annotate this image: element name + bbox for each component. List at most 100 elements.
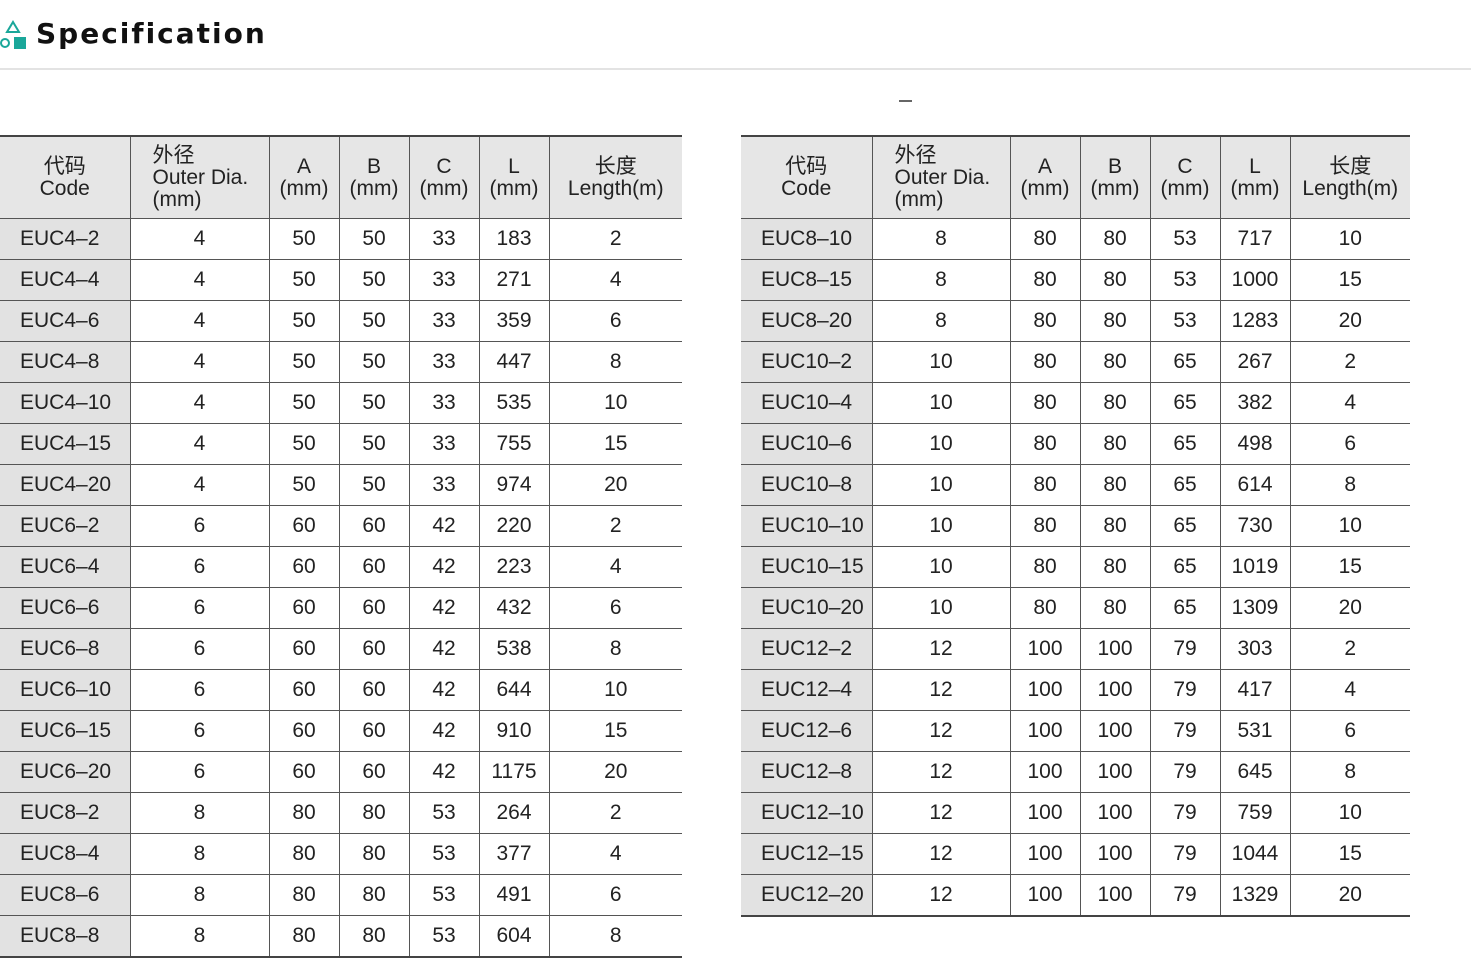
cell-b: 80	[1079, 341, 1151, 383]
cell-length: 4	[548, 833, 682, 875]
cell-b: 60	[338, 710, 410, 752]
cell-length: 6	[548, 587, 682, 629]
cell-c: 33	[408, 259, 480, 301]
cell-a: 100	[1009, 710, 1081, 752]
cell-a: 50	[268, 423, 340, 465]
cell-l: 359	[478, 300, 550, 342]
cell-length: 10	[548, 669, 682, 711]
cell-c: 53	[408, 833, 480, 875]
cell-outer-dia: 6	[129, 751, 270, 793]
column-header-b: B (mm)	[1079, 135, 1151, 219]
header-unit: (mm)	[1160, 176, 1210, 200]
cell-outer-dia: 4	[129, 423, 270, 465]
cell-a: 80	[1009, 382, 1081, 424]
cell-outer-dia: 8	[129, 792, 270, 834]
cell-length: 15	[1289, 546, 1410, 588]
cell-a: 50	[268, 341, 340, 383]
table-row: EUC12–20 12 100 100 79 1329 20	[741, 874, 1410, 917]
header-en: B	[1107, 154, 1122, 178]
cell-a: 50	[268, 464, 340, 506]
header-zh: 长度	[1329, 154, 1372, 178]
cell-b: 60	[338, 628, 410, 670]
cell-length: 2	[1289, 628, 1410, 670]
cell-length: 6	[1289, 710, 1410, 752]
cell-code: EUC12–10	[741, 792, 873, 834]
cell-c: 65	[1149, 587, 1221, 629]
cell-c: 42	[408, 505, 480, 547]
cell-length: 8	[548, 915, 682, 958]
cell-code: EUC10–8	[741, 464, 873, 506]
table-row: EUC12–10 12 100 100 79 759 10	[741, 792, 1410, 834]
cell-a: 100	[1009, 833, 1081, 875]
cell-b: 80	[1079, 218, 1151, 260]
header-en: A	[1037, 154, 1052, 178]
cell-l: 759	[1219, 792, 1291, 834]
cell-code: EUC6–2	[0, 505, 131, 547]
cell-length: 20	[548, 751, 682, 793]
cell-outer-dia: 6	[129, 587, 270, 629]
cell-b: 80	[1079, 300, 1151, 342]
cell-code: EUC10–2	[741, 341, 873, 383]
column-header-a: A (mm)	[268, 135, 340, 219]
table-row: EUC12–8 12 100 100 79 645 8	[741, 751, 1410, 793]
cell-code: EUC10–20	[741, 587, 873, 629]
header-unit: (mm)	[349, 176, 399, 200]
header-unit: (mm)	[1090, 176, 1140, 200]
cell-c: 42	[408, 628, 480, 670]
cell-length: 20	[548, 464, 682, 506]
cell-a: 80	[1009, 505, 1081, 547]
cell-outer-dia: 8	[871, 259, 1011, 301]
cell-l: 614	[1219, 464, 1291, 506]
cell-c: 33	[408, 218, 480, 260]
cell-outer-dia: 6	[129, 710, 270, 752]
header-unit: (mm)	[1020, 176, 1070, 200]
cell-length: 2	[1289, 341, 1410, 383]
cell-c: 65	[1149, 464, 1221, 506]
cell-c: 79	[1149, 669, 1221, 711]
cell-b: 100	[1079, 833, 1151, 875]
table-row: EUC6–4 6 60 60 42 223 4	[0, 546, 682, 588]
cell-outer-dia: 10	[871, 423, 1011, 465]
cell-l: 382	[1219, 382, 1291, 424]
cell-a: 100	[1009, 874, 1081, 917]
cell-length: 10	[1289, 792, 1410, 834]
cell-outer-dia: 4	[129, 300, 270, 342]
cell-l: 535	[478, 382, 550, 424]
table-row: EUC4–8 4 50 50 33 447 8	[0, 341, 682, 383]
header-unit: (mm)	[894, 187, 944, 211]
header-zh: 代码	[785, 154, 828, 178]
cell-l: 1044	[1219, 833, 1291, 875]
cell-length: 10	[548, 382, 682, 424]
cell-outer-dia: 10	[871, 341, 1011, 383]
cell-b: 50	[338, 382, 410, 424]
cell-c: 33	[408, 464, 480, 506]
cell-b: 80	[1079, 464, 1151, 506]
cell-code: EUC10–6	[741, 423, 873, 465]
page-title: Specification	[36, 17, 267, 50]
cell-code: EUC12–20	[741, 874, 873, 917]
cell-l: 1000	[1219, 259, 1291, 301]
cell-length: 15	[548, 710, 682, 752]
cell-length: 4	[1289, 669, 1410, 711]
header-unit: (mm)	[489, 176, 539, 200]
cell-l: 417	[1219, 669, 1291, 711]
cell-code: EUC4–8	[0, 341, 131, 383]
cell-outer-dia: 6	[129, 669, 270, 711]
cell-c: 53	[408, 874, 480, 916]
shapes-icon	[0, 20, 26, 49]
cell-outer-dia: 6	[129, 546, 270, 588]
cell-outer-dia: 10	[871, 464, 1011, 506]
cell-a: 50	[268, 218, 340, 260]
cell-code: EUC8–4	[0, 833, 131, 875]
cell-c: 42	[408, 587, 480, 629]
cell-b: 80	[338, 792, 410, 834]
header-en: Outer Dia.	[894, 165, 991, 189]
cell-code: EUC8–8	[0, 915, 131, 958]
cell-l: 303	[1219, 628, 1291, 670]
cell-c: 79	[1149, 628, 1221, 670]
cell-a: 100	[1009, 628, 1081, 670]
cell-c: 79	[1149, 792, 1221, 834]
header-zh: 外径	[152, 143, 195, 167]
cell-a: 60	[268, 628, 340, 670]
cell-a: 80	[1009, 464, 1081, 506]
